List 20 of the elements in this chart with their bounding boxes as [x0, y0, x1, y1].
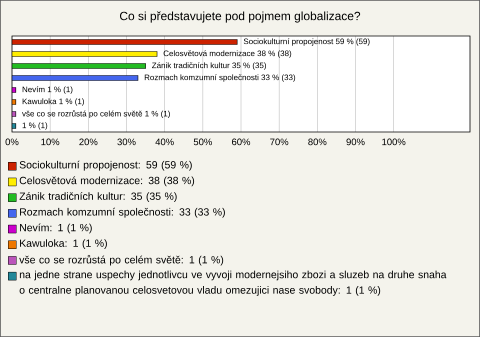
text: Rozmach komzumní společnosti: 33 (33 %)	[20, 208, 225, 218]
x-tick-label: 20%	[79, 138, 98, 146]
text: Zánik tradičních kultur: 35 (35 %)	[20, 192, 177, 202]
text: Sociokulturní propojenost: 59 (59 %)	[20, 160, 192, 171]
x-tick-label: 40%	[155, 138, 174, 146]
x-tick-label: 90%	[346, 138, 365, 146]
x-tick-label: 70%	[270, 138, 288, 146]
text: Celosvětová modernizace: 38 (38 %)	[20, 176, 194, 186]
text: Nevím: 1 (1 %)	[20, 224, 92, 234]
x-tick-label: 100%	[382, 138, 406, 146]
x-tick-label: 30%	[117, 138, 136, 146]
text: Kawuloka: 1 (1 %)	[20, 239, 107, 249]
x-tick-label: 10%	[41, 138, 60, 146]
chart-title: Co si představujete pod pojmem globalizace?	[120, 11, 360, 23]
x-tick-label: 60%	[232, 138, 250, 146]
x-tick-label: 50%	[194, 138, 212, 146]
text: vše co se rozrůstá po celém světě: 1 (1 %)	[19, 254, 224, 266]
x-tick-label: 0%	[6, 138, 18, 146]
text: na jedne strane uspechy jednotlivcu ve vyvoji modernejsiho zbozi a sluzeb na druhe snaha o centralne planovanou celosvetovou vladu omezujici nase svobody: 1 (1 %)	[20, 270, 446, 296]
x-tick-label: 80%	[308, 138, 326, 146]
